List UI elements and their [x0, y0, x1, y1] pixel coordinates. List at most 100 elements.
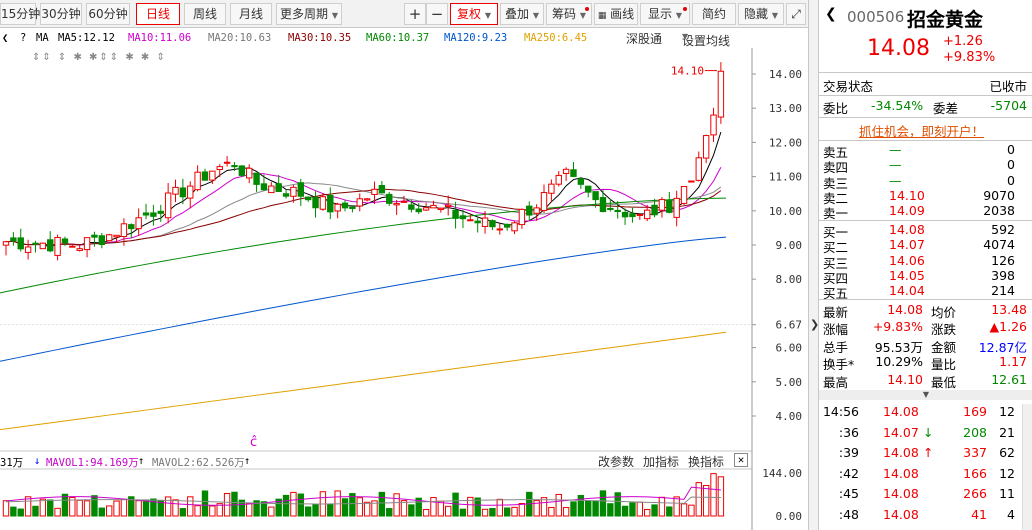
volume-bar: [356, 497, 363, 517]
bid-row: 买一 14.08 592: [819, 222, 1032, 240]
volume-bar: [91, 495, 98, 517]
period-30min[interactable]: 30分钟: [40, 3, 82, 25]
candle-body: [533, 207, 540, 214]
candle-body: [268, 185, 275, 194]
volume-bar: [459, 508, 467, 517]
draw-button[interactable]: ▦ 画线: [594, 3, 638, 25]
stat-label: 金额: [931, 339, 957, 355]
overlay-button[interactable]: 叠加 ▼: [500, 3, 544, 25]
add-indicator-button[interactable]: 加指标: [643, 455, 680, 469]
ma30-value: MA30:10.35: [288, 32, 352, 44]
volume-bar: [231, 491, 238, 517]
stock-code: 000506: [847, 8, 905, 26]
close-icon[interactable]: ✕: [734, 453, 748, 467]
adjust-button[interactable]: 复权 ▼: [450, 3, 498, 25]
candle-body: [526, 205, 533, 216]
candle-body: [643, 209, 651, 220]
panel-collapse-handle[interactable]: ❯: [808, 0, 819, 530]
volume-bar: [452, 492, 459, 517]
period-day[interactable]: 日线: [136, 3, 180, 25]
ask-label: 卖二: [823, 190, 849, 206]
edit-params-button[interactable]: 改参数: [598, 455, 635, 469]
period-week[interactable]: 周线: [184, 3, 226, 25]
help-icon[interactable]: ?: [20, 32, 27, 44]
volume-bar: [128, 496, 135, 517]
volume-bar: [533, 500, 540, 517]
ma120-value: MA120:9.23: [444, 32, 508, 44]
volume-bar: [548, 506, 555, 517]
candle-body: [238, 165, 246, 176]
candle-body: [408, 204, 415, 210]
open-account-link[interactable]: 抓住机会，即刻开户！: [859, 124, 985, 139]
volume-bar: [282, 494, 290, 517]
volume-bar: [437, 500, 445, 517]
fullscreen-icon[interactable]: ⤢: [786, 3, 806, 25]
back-icon[interactable]: ❮: [825, 6, 837, 22]
event-markers: ⇕⇕ ⇕ ✱ ✱⇕⇕ ✱ ✱ ⇕: [32, 52, 167, 63]
tick-row: 14:56 14.08 169 12: [819, 404, 1032, 421]
candle-body: [290, 186, 297, 197]
switch-indicator-button[interactable]: 换指标: [688, 455, 725, 469]
volume-bar: [297, 493, 305, 517]
ask-price: 14.09: [889, 203, 925, 219]
volume-bar: [599, 490, 607, 517]
ma250-value: MA250:6.45: [524, 32, 588, 44]
candle-body: [437, 207, 445, 211]
volume-bar: [518, 503, 526, 517]
kline-chart[interactable]: 14.00 13.00 12.00 11.00 10.00 9.00 8.00 6.67 6.0…: [0, 48, 810, 530]
status-label: 交易状态: [823, 79, 874, 94]
ask-volume: 0: [1007, 157, 1015, 173]
price-tick-label: 10.00: [769, 205, 802, 218]
stat-label: 涨跌: [931, 322, 957, 338]
price-change: +1.26: [943, 34, 983, 49]
ma120-line: [0, 236, 727, 362]
volume-bar: [39, 498, 47, 517]
display-button[interactable]: 显示 ▼: [640, 3, 690, 25]
last-price: 14.08: [867, 36, 930, 61]
zoom-out-button[interactable]: −: [426, 3, 448, 25]
period-60min[interactable]: 60分钟: [86, 3, 130, 25]
volume-legend: 31万 ↓ MAVOL1:94.169万 ↑ MAVOL2:62.526万 ↑ …: [0, 452, 760, 470]
bid-volume: 126: [991, 252, 1015, 268]
hide-button[interactable]: 隐藏 ▼: [738, 3, 784, 25]
volume-bar: [135, 500, 142, 517]
chevron-down-icon: ▼: [675, 11, 682, 20]
candle-body: [105, 234, 113, 242]
mavol1-line: [5, 486, 721, 506]
ask-price: —: [889, 157, 902, 173]
candle-body: [430, 204, 437, 209]
simple-button[interactable]: 简约: [692, 3, 736, 25]
volume-bar: [105, 505, 113, 517]
candle-body: [275, 183, 282, 192]
volume-bar: [511, 506, 518, 517]
candle-body: [688, 180, 695, 183]
period-month[interactable]: 月线: [230, 3, 272, 25]
stat-value: 14.08: [887, 302, 923, 317]
status-value: 已收市: [989, 79, 1027, 94]
tick-count: 4: [1007, 506, 1015, 522]
candle-body: [349, 206, 356, 209]
ma-line: [5, 167, 722, 246]
market-link[interactable]: 深股通: [626, 32, 663, 46]
candle-body: [76, 248, 83, 251]
period-more[interactable]: 更多周期 ▼: [276, 3, 342, 25]
candle-body: [400, 200, 408, 203]
chips-button[interactable]: 筹码 ▼: [546, 3, 592, 25]
tick-scrollbar[interactable]: [1022, 404, 1032, 530]
scroll-left-icon[interactable]: ❮: [2, 32, 9, 44]
bid-price: 14.04: [889, 283, 925, 299]
arrow-down-icon: ↓: [34, 455, 41, 467]
volume-bar: [312, 503, 319, 517]
expand-arrow-icon[interactable]: ▼: [819, 390, 1032, 400]
tick-price: 14.08: [883, 486, 919, 501]
tick-count: 12: [999, 404, 1015, 419]
zoom-in-button[interactable]: +: [404, 3, 426, 25]
chart-annotations: 14.10 ⇕⇕ ⇕ ✱ ✱⇕⇕ ✱ ✱ ⇕ ĉ: [32, 52, 717, 450]
volume-bar: [400, 500, 408, 517]
stat-value: 12.87亿: [978, 339, 1027, 355]
volume-bar: [164, 496, 172, 517]
period-15min[interactable]: 15分钟: [0, 3, 40, 25]
candle-body: [10, 237, 17, 242]
tick-time: :39: [838, 445, 859, 460]
